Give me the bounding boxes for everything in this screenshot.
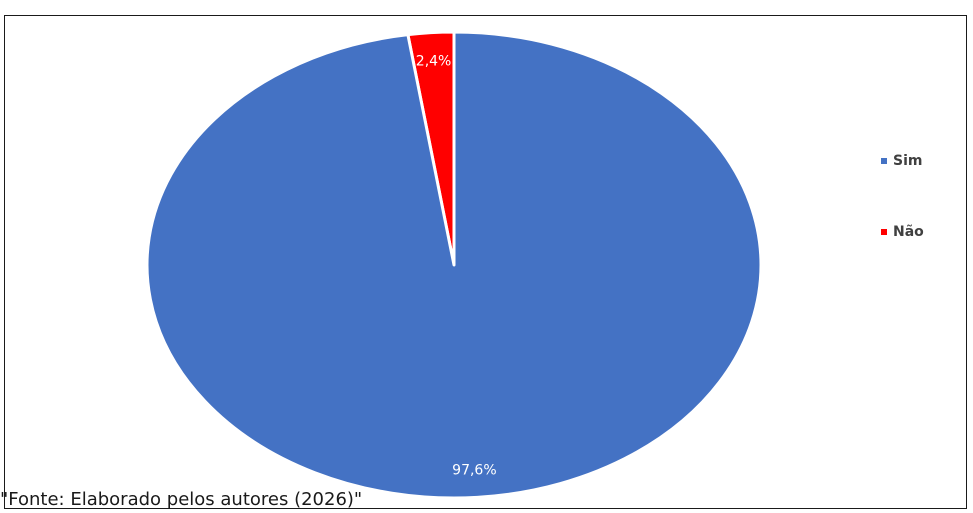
- chart-frame: 2,4% 97,6% Sim Não: [4, 15, 967, 509]
- slice-value-label-sim: 97,6%: [452, 463, 496, 479]
- legend: Sim Não: [881, 152, 924, 294]
- legend-swatch-nao: [881, 229, 887, 235]
- legend-item-sim: Sim: [881, 152, 924, 170]
- legend-label-nao: Não: [893, 224, 924, 240]
- legend-item-nao: Não: [881, 223, 924, 241]
- source-note: "Fonte: Elaborado pelos autores (2026)": [0, 489, 363, 510]
- legend-label-sim: Sim: [893, 153, 923, 169]
- pie-slice-sim: [145, 30, 763, 500]
- slice-value-label-nao: 2,4%: [416, 54, 452, 70]
- pie-chart: 2,4% 97,6%: [145, 30, 763, 500]
- legend-swatch-sim: [881, 158, 887, 164]
